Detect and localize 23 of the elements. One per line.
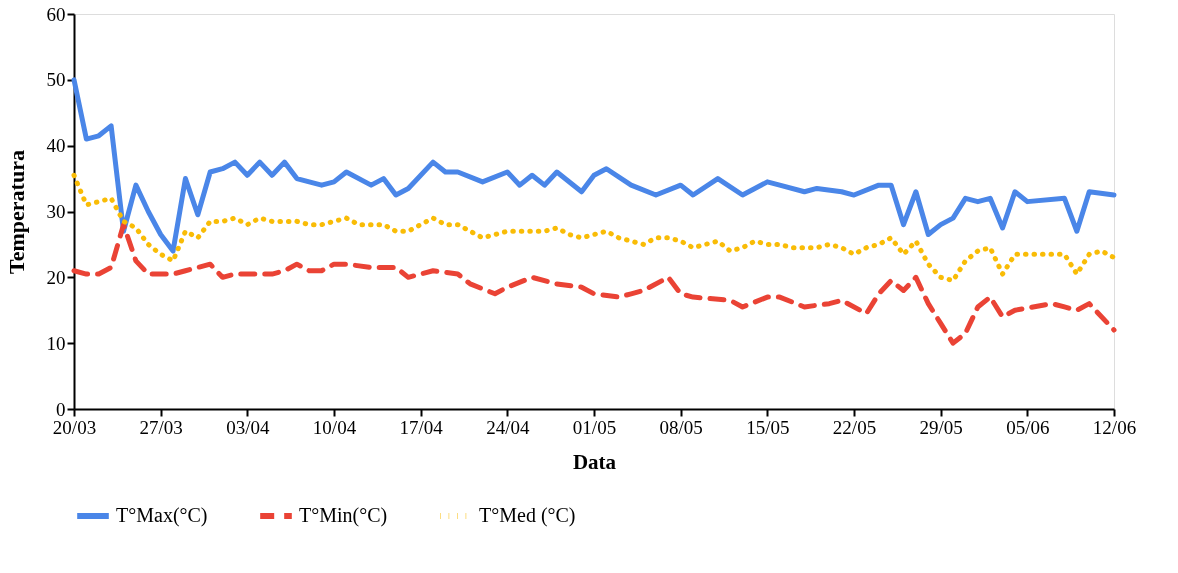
x-tick-label: 01/05 (572, 416, 617, 438)
x-tick-label: 08/05 (659, 416, 703, 438)
x-tick-label: 12/06 (1092, 416, 1137, 438)
y-tick-label: 30 (46, 201, 66, 222)
x-tick-label: 27/03 (139, 416, 183, 438)
x-tick-label: 22/05 (832, 416, 877, 438)
x-tick-label: 10/04 (312, 416, 357, 438)
y-axis-title: Temperatura (3, 150, 29, 274)
x-tick-label: 29/05 (919, 416, 963, 438)
x-tick-label: 03/04 (226, 416, 270, 438)
y-tick-label: 60 (46, 3, 66, 25)
legend-label: T°Min(°C) (299, 504, 388, 527)
y-tick-label: 50 (46, 69, 66, 91)
y-tick-label: 40 (46, 135, 66, 157)
x-tick-label: 17/04 (399, 416, 444, 438)
x-tick-label: 15/05 (746, 416, 790, 438)
legend-label: T°Med (°C) (479, 504, 576, 527)
y-tick-label: 10 (46, 332, 66, 354)
y-tick-label: 20 (46, 266, 66, 288)
x-tick-label: 24/04 (486, 416, 530, 438)
legend-label: T°Max(°C) (116, 504, 208, 527)
x-axis-title: Data (572, 449, 617, 474)
x-tick-label: 05/06 (1006, 416, 1050, 438)
